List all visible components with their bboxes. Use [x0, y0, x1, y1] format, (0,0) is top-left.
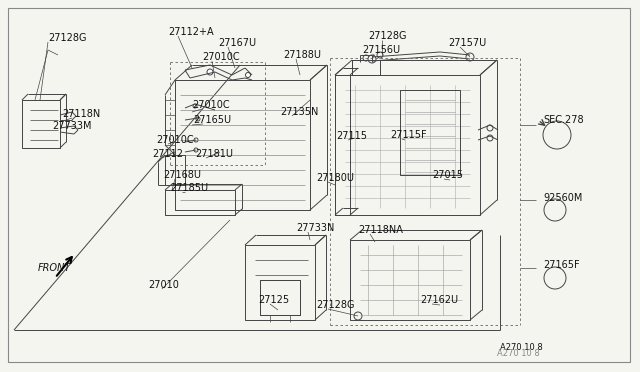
Circle shape	[544, 199, 566, 221]
Text: 27181U: 27181U	[195, 149, 233, 159]
Circle shape	[193, 104, 197, 108]
Circle shape	[354, 312, 362, 320]
Circle shape	[246, 73, 250, 77]
Text: 27162U: 27162U	[420, 295, 458, 305]
Text: 27128G: 27128G	[316, 300, 355, 310]
Polygon shape	[352, 60, 380, 75]
Circle shape	[487, 135, 493, 141]
Text: 27010: 27010	[148, 280, 179, 290]
Text: SEC.278: SEC.278	[543, 115, 584, 125]
Circle shape	[466, 53, 474, 61]
Text: 27165F: 27165F	[543, 260, 580, 270]
Text: 27185U: 27185U	[170, 183, 208, 193]
Circle shape	[207, 69, 213, 75]
Text: 27156U: 27156U	[362, 45, 400, 55]
Text: 27165U: 27165U	[193, 115, 231, 125]
Circle shape	[487, 125, 493, 131]
Text: 27010C: 27010C	[202, 52, 239, 62]
Text: 27733N: 27733N	[296, 223, 334, 233]
Text: 27733M: 27733M	[52, 121, 92, 131]
Text: 27112: 27112	[152, 149, 183, 159]
Text: A270 10 8: A270 10 8	[500, 343, 543, 352]
Circle shape	[194, 138, 198, 142]
Text: 27115F: 27115F	[390, 130, 427, 140]
Text: 27010C: 27010C	[156, 135, 194, 145]
Text: A270 10 8: A270 10 8	[497, 349, 540, 357]
Circle shape	[368, 55, 376, 63]
Text: 27188U: 27188U	[283, 50, 321, 60]
Circle shape	[363, 55, 369, 61]
Circle shape	[194, 148, 198, 152]
Text: 27112+A: 27112+A	[168, 27, 214, 37]
Text: 27168U: 27168U	[163, 170, 201, 180]
Polygon shape	[260, 280, 300, 315]
Text: 27118N: 27118N	[62, 109, 100, 119]
Text: 27157U: 27157U	[448, 38, 486, 48]
Circle shape	[543, 121, 571, 149]
Text: 27115: 27115	[336, 131, 367, 141]
Text: 27180U: 27180U	[316, 173, 354, 183]
Circle shape	[544, 267, 566, 289]
Circle shape	[196, 117, 200, 121]
Text: 92560M: 92560M	[543, 193, 582, 203]
Text: 27135N: 27135N	[280, 107, 318, 117]
Text: 27010C: 27010C	[192, 100, 230, 110]
Text: 27167U: 27167U	[218, 38, 256, 48]
Text: 27128G: 27128G	[368, 31, 406, 41]
Text: 27125: 27125	[258, 295, 289, 305]
Text: 27128G: 27128G	[48, 33, 86, 43]
Text: FRONT: FRONT	[38, 263, 71, 273]
Circle shape	[377, 52, 383, 58]
Text: 27118NA: 27118NA	[358, 225, 403, 235]
Text: 27015: 27015	[432, 170, 463, 180]
